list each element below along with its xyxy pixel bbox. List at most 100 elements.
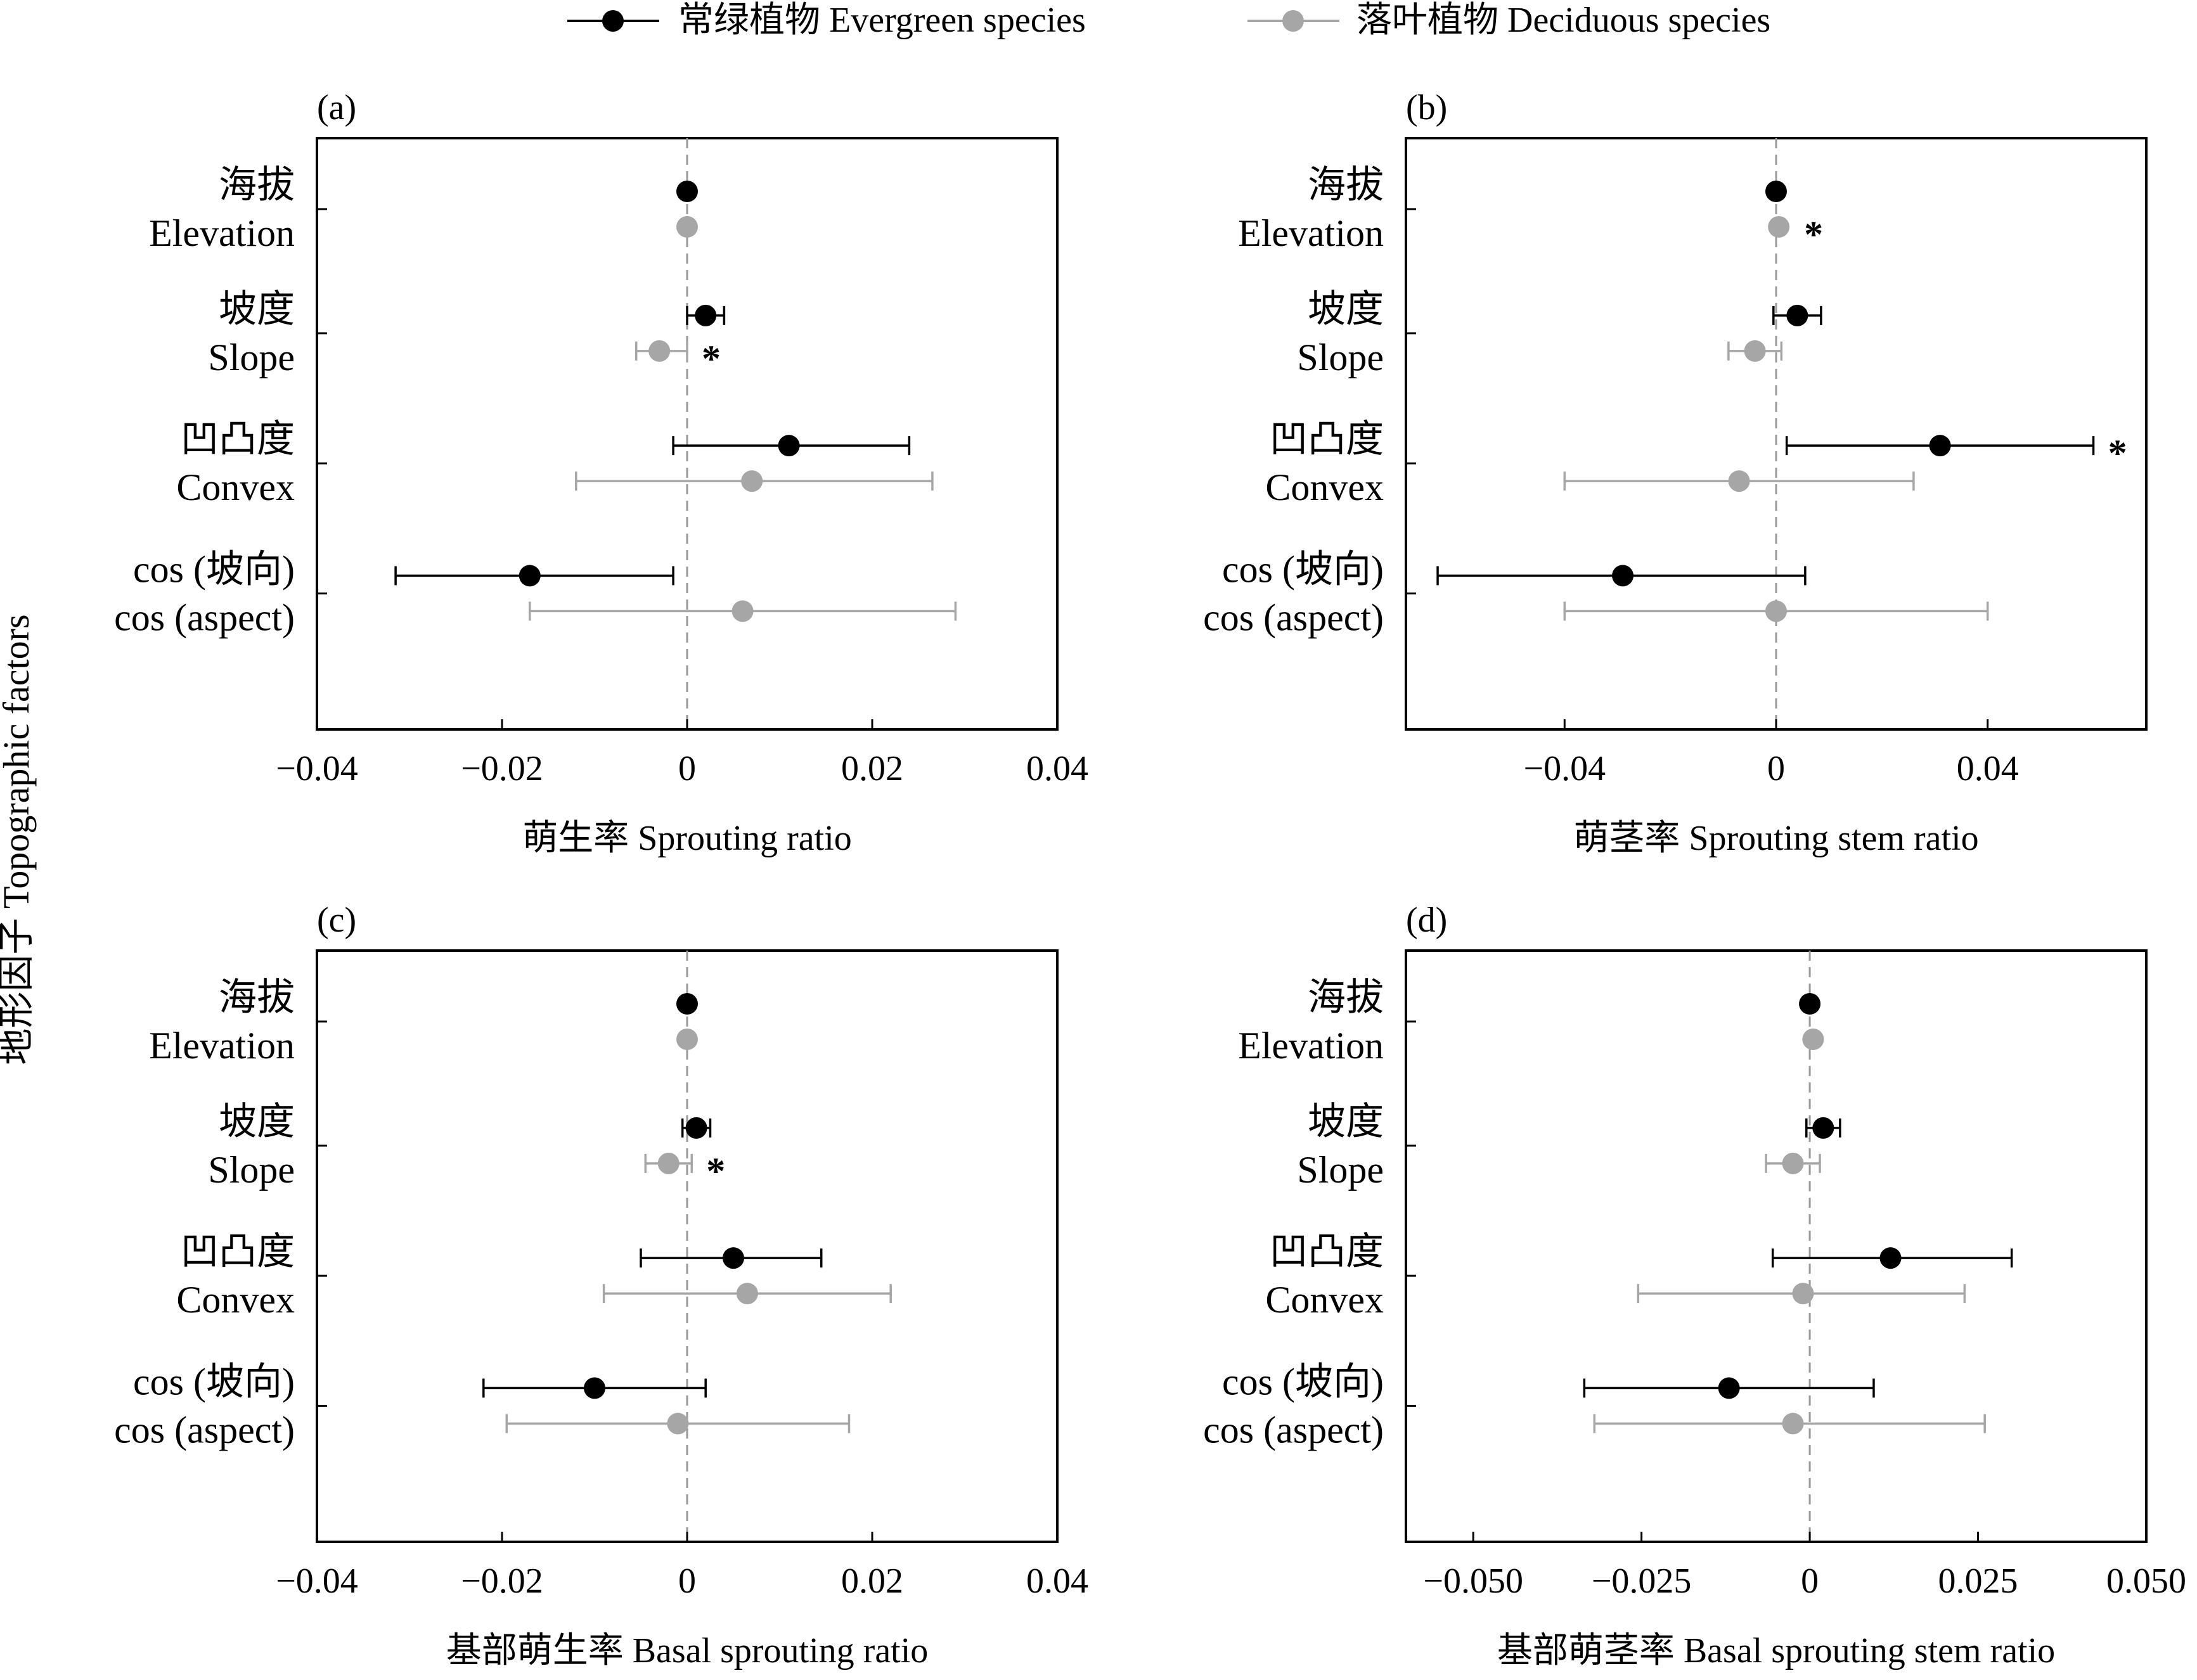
category-label-cn: cos (坡向) <box>133 548 295 590</box>
x-tick-label: −0.04 <box>1523 749 1606 788</box>
data-point <box>657 1152 680 1174</box>
x-tick-label: 0 <box>678 749 696 788</box>
data-point <box>723 1247 744 1269</box>
category-label-en: Slope <box>208 1149 295 1191</box>
category-label-en: Elevation <box>1238 212 1384 254</box>
x-tick-label: −0.04 <box>276 1561 358 1601</box>
category-label-en: Convex <box>1265 466 1384 508</box>
category-label-en: Slope <box>1297 337 1384 378</box>
significance-star: * <box>702 338 721 380</box>
significance-star: * <box>706 1150 725 1192</box>
category-label-cn: cos (坡向) <box>1222 548 1384 590</box>
category-label-cn: 海拔 <box>1308 977 1384 1018</box>
data-point <box>1802 1028 1824 1050</box>
data-point <box>1782 1413 1804 1435</box>
data-point <box>676 215 698 238</box>
x-axis-title: 基部萌茎率 Basal sprouting stem ratio <box>1497 1631 2055 1670</box>
category-label-en: cos (aspect) <box>114 596 295 638</box>
panel-label: (a) <box>317 88 356 127</box>
x-tick-label: 0.025 <box>1938 1561 2018 1601</box>
category-label-cn: 坡度 <box>219 288 295 330</box>
category-label-cn: 坡度 <box>219 1101 295 1143</box>
data-point <box>1929 435 1951 457</box>
x-tick-label: 0.050 <box>2106 1561 2186 1601</box>
x-axis-title: 萌茎率 Sprouting stem ratio <box>1573 819 1978 858</box>
x-tick-label: 0.02 <box>841 1561 903 1601</box>
data-point <box>1786 304 1808 326</box>
data-point <box>741 470 763 492</box>
data-point <box>1728 470 1750 492</box>
panel-1: (a) −0.04 −0.02 0 0.02 0.04 萌生率 Sprouting rati… <box>114 88 1088 858</box>
panel-2: (b) −0.04 0 0.04 萌茎率 Sprouting stem ratio 海拔 E… <box>1203 88 2148 858</box>
data-point <box>676 992 698 1015</box>
data-point <box>1765 180 1787 202</box>
x-tick-label: −0.04 <box>276 749 358 788</box>
data-point <box>736 1283 758 1305</box>
data-point <box>676 1028 698 1050</box>
category-label-en: Convex <box>176 466 295 508</box>
data-point <box>1879 1247 1902 1269</box>
data-point <box>519 565 541 587</box>
data-point <box>1612 565 1634 587</box>
category-label-cn: 海拔 <box>219 164 295 206</box>
data-point <box>685 1117 707 1139</box>
y-axis-title: 地形因子 Topographic factors <box>0 614 37 1065</box>
data-point <box>731 600 754 622</box>
x-tick-label: 0.04 <box>1957 749 2019 788</box>
category-label-cn: 凹凸度 <box>181 1231 295 1273</box>
significance-star: * <box>2108 432 2127 474</box>
legend-label-evergreen: 常绿植物 Evergreen species <box>678 1 1086 40</box>
x-tick-label: 0.02 <box>841 749 903 788</box>
data-point <box>1768 215 1790 238</box>
panel-label: (b) <box>1406 88 1447 127</box>
x-tick-label: −0.02 <box>461 749 543 788</box>
category-label-cn: 海拔 <box>1308 164 1384 206</box>
category-label-en: Convex <box>176 1279 295 1321</box>
x-tick-label: 0.04 <box>1026 1561 1088 1601</box>
plot-frame <box>1405 949 2148 1543</box>
legend-marker-evergreen <box>602 10 624 32</box>
category-label-cn: 坡度 <box>1308 1101 1384 1143</box>
category-label-en: Elevation <box>149 212 295 254</box>
data-point <box>1744 340 1766 362</box>
legend: 常绿植物 Evergreen species 落叶植物 Deciduous sp… <box>567 1 1770 40</box>
data-point <box>1718 1377 1740 1399</box>
data-point <box>778 435 800 457</box>
panel-label: (c) <box>317 901 356 940</box>
category-label-en: Elevation <box>149 1025 295 1067</box>
data-point <box>1782 1152 1804 1174</box>
data-point <box>1812 1117 1834 1139</box>
x-tick-label: −0.050 <box>1423 1561 1523 1601</box>
x-tick-label: 0 <box>1767 749 1785 788</box>
x-tick-label: −0.02 <box>461 1561 543 1601</box>
x-axis-title: 基部萌生率 Basal sprouting ratio <box>446 1631 929 1670</box>
legend-marker-deciduous <box>1282 10 1304 32</box>
data-point <box>1765 600 1787 622</box>
x-tick-label: 0 <box>1801 1561 1819 1601</box>
x-tick-label: −0.025 <box>1592 1561 1692 1601</box>
category-label-cn: 凹凸度 <box>181 418 295 460</box>
category-label-en: cos (aspect) <box>114 1409 295 1451</box>
category-label-en: Slope <box>1297 1149 1384 1191</box>
category-label-cn: cos (坡向) <box>133 1361 295 1402</box>
category-label-en: Slope <box>208 337 295 378</box>
category-label-en: Convex <box>1265 1279 1384 1321</box>
category-label-en: Elevation <box>1238 1025 1384 1067</box>
data-point <box>1792 1283 1814 1305</box>
panel-3: (c) −0.04 −0.02 0 0.02 0.04 基部萌生率 Basal sprout… <box>114 901 1088 1670</box>
x-axis-title: 萌生率 Sprouting ratio <box>522 819 852 858</box>
panel-label: (d) <box>1406 901 1447 940</box>
data-point <box>1799 992 1821 1015</box>
x-tick-label: 0.04 <box>1026 749 1088 788</box>
significance-star: * <box>1804 214 1823 255</box>
category-label-cn: 海拔 <box>219 977 295 1018</box>
data-point <box>648 340 671 362</box>
data-point <box>695 304 717 326</box>
data-point <box>676 180 698 202</box>
category-label-cn: 坡度 <box>1308 288 1384 330</box>
legend-label-deciduous: 落叶植物 Deciduous species <box>1356 1 1770 40</box>
data-point <box>667 1413 689 1435</box>
category-label-cn: cos (坡向) <box>1222 1361 1384 1402</box>
category-label-cn: 凹凸度 <box>1270 418 1384 460</box>
